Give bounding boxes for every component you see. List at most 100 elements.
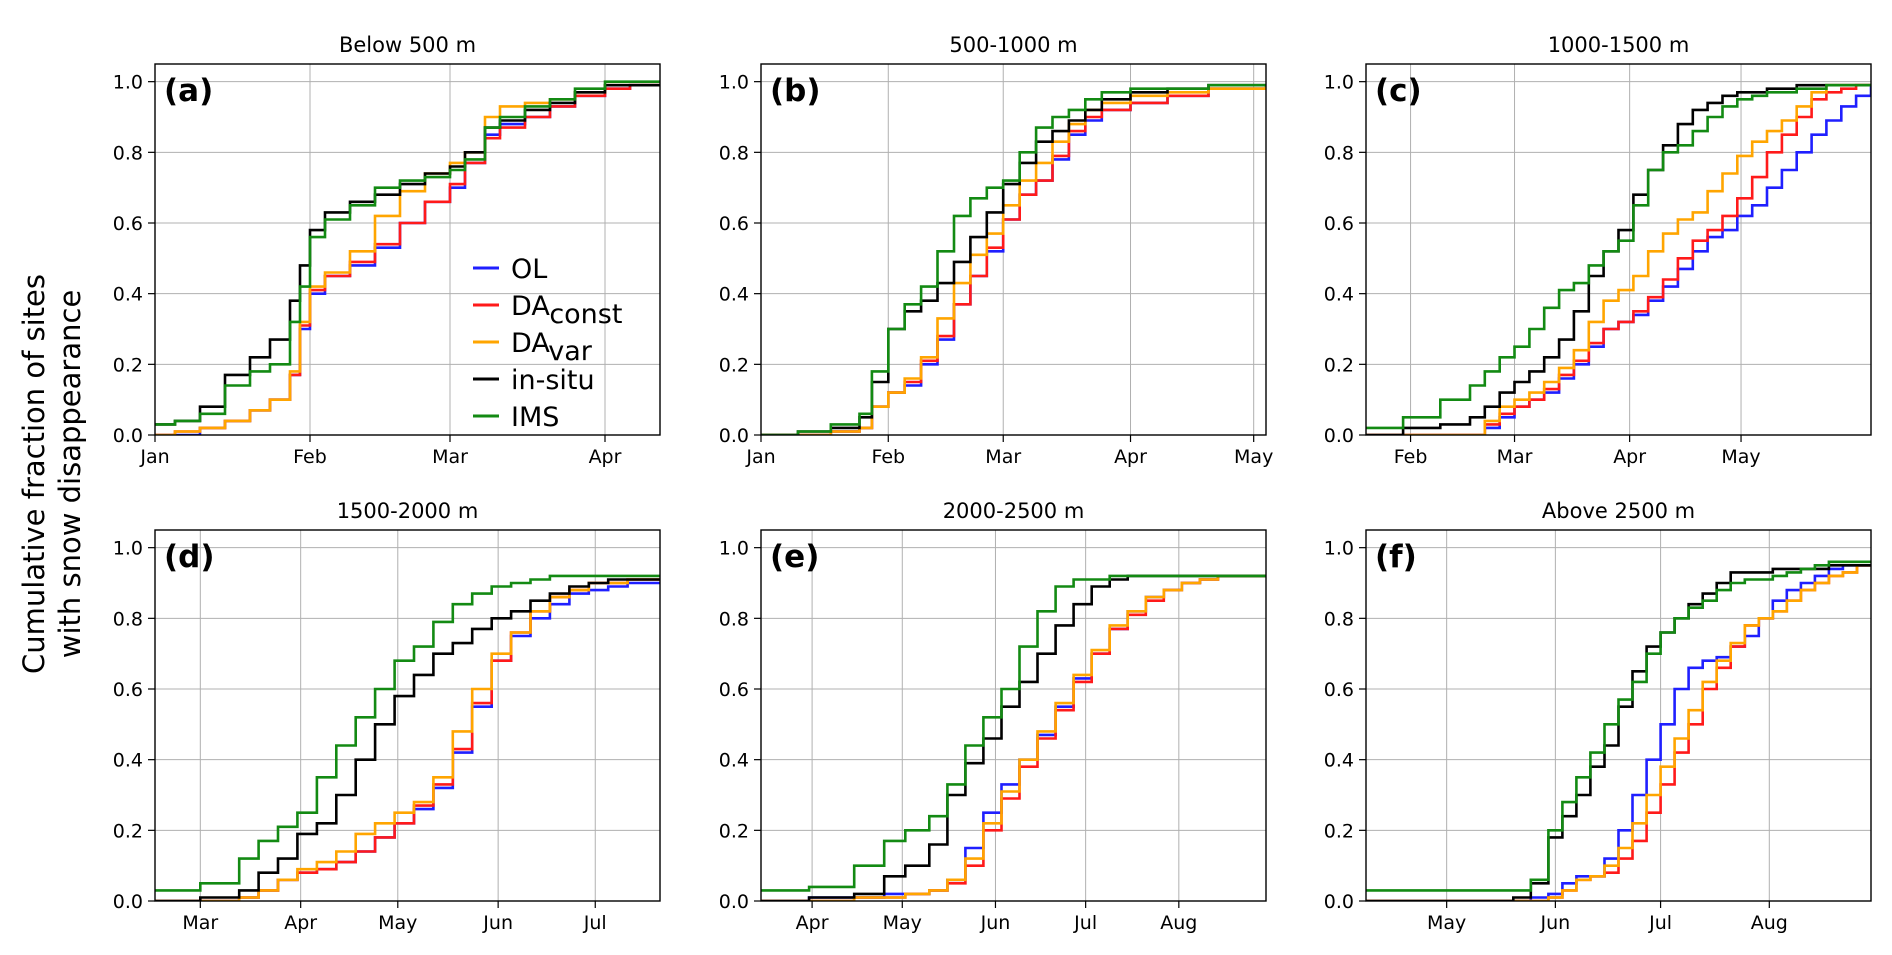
y-tick-label: 0.2	[113, 820, 143, 842]
y-tick-label: 0.0	[113, 425, 143, 447]
series-line-ol	[155, 581, 660, 901]
y-tick-label: 0.4	[719, 750, 749, 772]
x-tick-label: Apr	[1613, 446, 1646, 468]
series-line-ol	[1366, 564, 1871, 901]
series-line-da_const	[761, 85, 1266, 435]
x-tick-label: Jul	[1648, 912, 1672, 934]
chart-panel-e: Apr May Jun Jul Aug 0.0 0.2 0.4 0.6 0.8 1.0 2000-25…	[719, 499, 1267, 934]
plot-frame	[1365, 63, 1872, 436]
panel-label: (e)	[770, 539, 819, 575]
y-tick-label: 0.8	[113, 608, 143, 630]
y-tick-label: 0.0	[719, 891, 749, 913]
series-line-in_situ	[155, 578, 660, 901]
chart-title: Above 2500 m	[1542, 499, 1695, 523]
panel-label: (b)	[770, 73, 821, 109]
x-tick-label: Aug	[1751, 912, 1788, 934]
chart-panel-d: Mar Apr May Jun Jul 0.0 0.2 0.4 0.6 0.8 1.0 1500-20…	[113, 499, 661, 934]
x-tick-label: Mar	[432, 446, 468, 468]
series-line-ol	[1366, 85, 1871, 435]
series-line-in_situ	[761, 83, 1266, 435]
y-tick-label: 0.0	[1324, 425, 1354, 447]
y-tick-label: 0.4	[113, 750, 143, 772]
y-tick-label: 0.4	[1324, 284, 1354, 306]
series-line-ims	[761, 83, 1266, 435]
x-tick-label: Apr	[796, 912, 829, 934]
x-tick-label: Jan	[139, 446, 169, 468]
panel-label: (a)	[164, 73, 213, 109]
x-tick-label: Mar	[1497, 446, 1533, 468]
x-tick-label: Apr	[1114, 446, 1147, 468]
legend-label: in-situ	[511, 365, 595, 396]
series-line-ims	[1366, 83, 1871, 430]
panel-label: (d)	[164, 539, 215, 575]
series-line-ims	[1366, 560, 1871, 892]
series-line-da_var	[155, 578, 660, 901]
x-tick-label: Apr	[589, 446, 622, 468]
chart-panel-a: Jan Feb Mar Apr 0.0 0.2 0.4 0.6 0.8 1.0 Below 500 …	[113, 33, 661, 468]
y-tick-label: 0.6	[719, 679, 749, 701]
x-tick-label: Feb	[293, 446, 327, 468]
y-tick-label: 0.4	[719, 284, 749, 306]
y-tick-label: 0.2	[719, 820, 749, 842]
x-tick-label: Mar	[182, 912, 218, 934]
chart-title: 1500-2000 m	[337, 499, 479, 523]
y-tick-label: 0.8	[1324, 142, 1354, 164]
x-tick-label: Jun	[1540, 912, 1571, 934]
chart-panel-c: Feb Mar Apr May 0.0 0.2 0.4 0.6 0.8 1.0 1000-1500 …	[1324, 33, 1872, 468]
series-line-da_const	[1366, 83, 1871, 435]
y-tick-label: 0.2	[1324, 354, 1354, 376]
y-tick-label: 0.8	[1324, 608, 1354, 630]
legend-label: DAconst	[511, 291, 622, 330]
x-tick-label: Jul	[1073, 912, 1097, 934]
chart-title: 2000-2500 m	[943, 499, 1085, 523]
y-tick-label: 0.8	[719, 608, 749, 630]
series-line-in_situ	[761, 574, 1266, 901]
y-tick-label: 0.0	[719, 425, 749, 447]
y-tick-label: 1.0	[719, 72, 749, 94]
shared-y-axis-label: Cumulative fraction of sites with snow d…	[0, 0, 110, 951]
panel-label: (f)	[1375, 539, 1417, 575]
chart-title: Below 500 m	[339, 33, 476, 57]
chart-panel-b: Jan Feb Mar Apr May 0.0 0.2 0.4 0.6 0.8 1.0 500-100…	[719, 33, 1274, 468]
y-tick-label: 0.6	[1324, 679, 1354, 701]
series-line-da_var	[1366, 564, 1871, 901]
plot-frame	[760, 529, 1267, 902]
x-tick-label: Jun	[980, 912, 1011, 934]
y-tick-label: 1.0	[719, 538, 749, 560]
x-tick-label: May	[1721, 446, 1760, 468]
x-tick-label: May	[1234, 446, 1273, 468]
series-line-da_var	[761, 85, 1266, 435]
y-tick-label: 1.0	[113, 538, 143, 560]
chart-panel-f: May Jun Jul Aug 0.0 0.2 0.4 0.6 0.8 1.0 Above 2500…	[1324, 499, 1872, 934]
y-tick-label: 0.0	[113, 891, 143, 913]
chart-title: 1000-1500 m	[1548, 33, 1690, 57]
x-tick-label: Apr	[284, 912, 317, 934]
series-line-da_var	[155, 83, 660, 435]
series-line-da_const	[155, 578, 660, 901]
x-tick-label: Jan	[745, 446, 775, 468]
x-tick-label: Feb	[1394, 446, 1428, 468]
plot-frame	[760, 63, 1267, 436]
series-line-ol	[761, 574, 1266, 901]
series-line-ims	[761, 574, 1266, 892]
y-tick-label: 0.8	[719, 142, 749, 164]
y-tick-label: 0.0	[1324, 891, 1354, 913]
legend-label: DAvar	[511, 328, 593, 367]
x-tick-label: May	[378, 912, 417, 934]
plot-frame	[154, 63, 661, 436]
y-axis-label-line-2: with snow disappearance	[53, 290, 87, 659]
chart-title: 500-1000 m	[949, 33, 1077, 57]
plot-frame	[154, 529, 661, 902]
series-line-ims	[155, 574, 660, 892]
plot-frame	[1365, 529, 1872, 902]
x-tick-label: May	[883, 912, 922, 934]
series-line-da_var	[761, 574, 1266, 901]
series-line-in_situ	[1366, 83, 1871, 435]
y-tick-label: 0.2	[1324, 820, 1354, 842]
y-axis-label-line-1: Cumulative fraction of sites	[17, 274, 51, 674]
y-tick-label: 0.6	[1324, 213, 1354, 235]
series-line-da_const	[761, 574, 1266, 901]
y-tick-label: 1.0	[1324, 72, 1354, 94]
x-tick-label: Jun	[482, 912, 513, 934]
